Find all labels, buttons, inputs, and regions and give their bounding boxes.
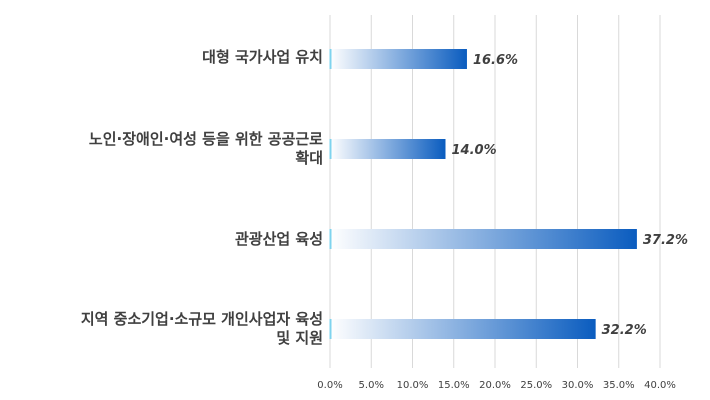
bar (330, 229, 637, 249)
x-tick-label: 25.0% (520, 380, 552, 391)
data-label: 37.2% (643, 233, 688, 248)
category-label-0: 대형 국가사업 유치 (202, 48, 323, 66)
category-label-2: 관광산업 육성 (234, 230, 323, 248)
x-tick-label: 40.0% (644, 380, 676, 391)
bar (330, 139, 446, 159)
bar (330, 319, 596, 339)
x-tick-label: 20.0% (479, 380, 511, 391)
x-tick-label: 15.0% (438, 380, 470, 391)
bar (330, 49, 467, 69)
x-tick-label: 0.0% (317, 380, 342, 391)
data-label: 32.2% (602, 323, 647, 338)
category-label-1: 노인·장애인·여성 등을 위한 공공근로 확대 (88, 130, 323, 167)
x-tick-label: 35.0% (603, 380, 635, 391)
data-label: 14.0% (452, 143, 497, 158)
x-tick-label: 10.0% (397, 380, 429, 391)
category-label-3: 지역 중소기업·소규모 개인사업자 육성 및 지원 (80, 310, 323, 347)
x-tick-label: 30.0% (562, 380, 594, 391)
data-label: 16.6% (473, 53, 518, 68)
x-tick-label: 5.0% (359, 380, 384, 391)
